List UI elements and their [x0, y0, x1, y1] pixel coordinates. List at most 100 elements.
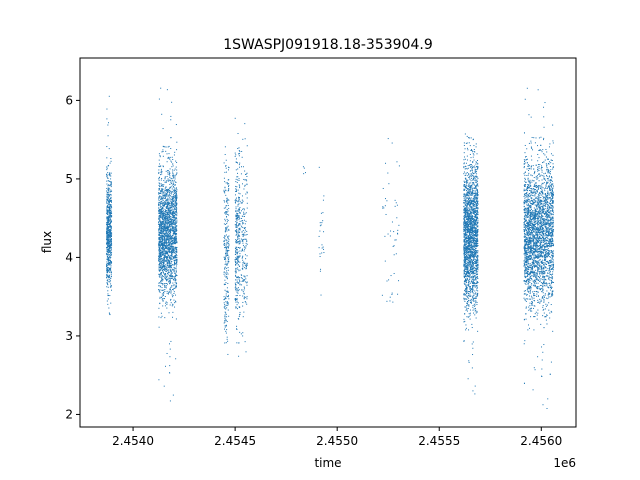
- data-point: [238, 355, 240, 357]
- data-point: [110, 222, 112, 224]
- data-point: [224, 242, 226, 244]
- data-point: [160, 190, 162, 192]
- data-point: [171, 206, 173, 208]
- data-point: [165, 278, 167, 280]
- data-point: [467, 253, 469, 255]
- data-point: [175, 200, 177, 202]
- data-point: [160, 280, 162, 282]
- data-point: [106, 118, 108, 120]
- data-point: [470, 247, 472, 249]
- data-point: [227, 183, 229, 185]
- data-point: [236, 277, 238, 279]
- data-point: [476, 255, 478, 257]
- data-point: [164, 290, 166, 292]
- data-point: [168, 291, 170, 293]
- data-point: [160, 242, 162, 244]
- data-point: [165, 279, 167, 281]
- data-point: [159, 286, 161, 288]
- data-point: [468, 186, 470, 188]
- data-point: [228, 207, 230, 209]
- data-point: [238, 184, 240, 186]
- data-point: [106, 173, 108, 175]
- data-point: [159, 155, 161, 157]
- data-point: [164, 298, 166, 300]
- data-point: [162, 188, 164, 190]
- data-point: [227, 290, 229, 292]
- data-point: [174, 263, 176, 264]
- data-point: [174, 202, 176, 204]
- data-point: [160, 296, 162, 298]
- data-point: [168, 266, 170, 268]
- data-point: [160, 227, 162, 229]
- data-point: [107, 194, 109, 196]
- data-point: [228, 199, 230, 201]
- data-point: [173, 195, 175, 197]
- data-point: [320, 294, 322, 296]
- data-point: [173, 230, 175, 232]
- data-point: [162, 293, 164, 295]
- data-point: [108, 219, 110, 221]
- data-point: [174, 209, 176, 211]
- data-point: [108, 263, 110, 265]
- data-point: [477, 191, 479, 193]
- data-point: [170, 258, 172, 260]
- data-point: [171, 195, 173, 197]
- data-point: [165, 235, 167, 237]
- data-point: [171, 204, 173, 206]
- data-point: [161, 231, 163, 233]
- data-point: [111, 236, 112, 237]
- data-point: [170, 269, 172, 271]
- data-point: [159, 250, 161, 252]
- data-point: [470, 165, 472, 167]
- data-point: [172, 214, 174, 216]
- data-point: [473, 199, 475, 201]
- data-point: [175, 195, 177, 197]
- data-point: [174, 238, 176, 240]
- data-point: [167, 227, 169, 229]
- data-point: [466, 229, 468, 231]
- data-point: [235, 295, 237, 297]
- data-point: [106, 224, 108, 226]
- data-point: [225, 325, 227, 327]
- data-point: [475, 293, 477, 295]
- data-point: [172, 221, 174, 223]
- data-point: [110, 189, 112, 191]
- data-point: [158, 189, 160, 191]
- data-point: [226, 329, 228, 331]
- data-point: [160, 201, 162, 203]
- data-point: [318, 235, 320, 237]
- data-point: [159, 222, 161, 224]
- data-point: [238, 289, 240, 291]
- data-point: [477, 260, 479, 262]
- data-point: [110, 271, 112, 273]
- data-point: [473, 196, 475, 198]
- data-point: [169, 216, 171, 218]
- data-point: [172, 227, 174, 229]
- data-point: [106, 180, 108, 182]
- data-point: [170, 270, 172, 272]
- data-point: [158, 232, 160, 234]
- data-point: [109, 246, 111, 248]
- data-point: [161, 207, 163, 209]
- data-point: [110, 244, 112, 246]
- data-point: [176, 233, 178, 235]
- data-point: [159, 196, 161, 198]
- data-point: [173, 220, 175, 222]
- data-point: [167, 263, 169, 265]
- data-point: [395, 239, 397, 241]
- data-point: [228, 239, 230, 241]
- data-point: [166, 190, 168, 192]
- data-point: [228, 228, 230, 230]
- data-point: [163, 283, 165, 285]
- data-point: [169, 211, 171, 213]
- data-point: [475, 219, 477, 221]
- data-point: [238, 179, 240, 181]
- data-point: [224, 268, 226, 270]
- data-point: [223, 296, 225, 298]
- data-point: [166, 302, 168, 304]
- data-point: [236, 279, 238, 281]
- data-point: [161, 173, 163, 175]
- data-point: [163, 244, 165, 246]
- data-point: [473, 209, 475, 211]
- data-point: [172, 268, 174, 270]
